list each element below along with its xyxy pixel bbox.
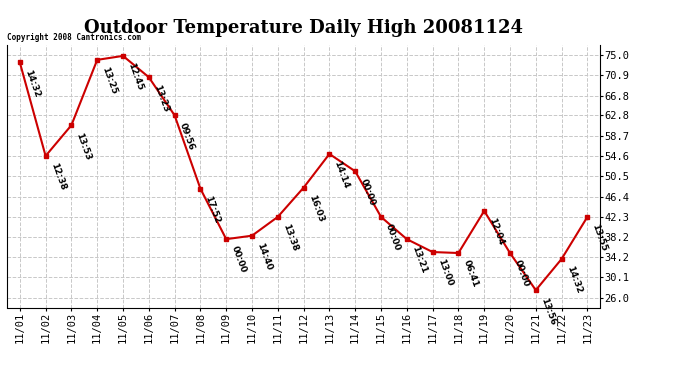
Text: Outdoor Temperature Daily High 20081124: Outdoor Temperature Daily High 20081124 — [84, 19, 523, 37]
Text: 06:41: 06:41 — [462, 259, 480, 289]
Text: 00:00: 00:00 — [358, 177, 376, 207]
Text: 13:23: 13:23 — [152, 83, 170, 113]
Text: 12:45: 12:45 — [126, 62, 144, 92]
Text: 00:00: 00:00 — [384, 223, 402, 252]
Text: 00:00: 00:00 — [229, 245, 248, 274]
Text: 14:14: 14:14 — [333, 160, 351, 190]
Text: 14:32: 14:32 — [564, 265, 583, 295]
Text: 13:00: 13:00 — [435, 258, 454, 288]
Text: 12:04: 12:04 — [487, 217, 506, 247]
Text: 14:32: 14:32 — [23, 68, 41, 98]
Text: 13:25: 13:25 — [100, 66, 119, 96]
Text: 00:00: 00:00 — [513, 259, 531, 288]
Text: 09:56: 09:56 — [178, 121, 196, 151]
Text: 13:56: 13:56 — [539, 296, 557, 326]
Text: 17:52: 17:52 — [204, 195, 221, 225]
Text: 14:40: 14:40 — [255, 242, 273, 272]
Text: 16:03: 16:03 — [306, 194, 325, 224]
Text: 13:21: 13:21 — [410, 245, 428, 275]
Text: 13:55: 13:55 — [591, 223, 609, 253]
Text: Copyright 2008 Cantronics.com: Copyright 2008 Cantronics.com — [7, 33, 141, 42]
Text: 13:38: 13:38 — [281, 223, 299, 253]
Text: 13:53: 13:53 — [75, 131, 92, 161]
Text: 12:38: 12:38 — [49, 162, 67, 192]
